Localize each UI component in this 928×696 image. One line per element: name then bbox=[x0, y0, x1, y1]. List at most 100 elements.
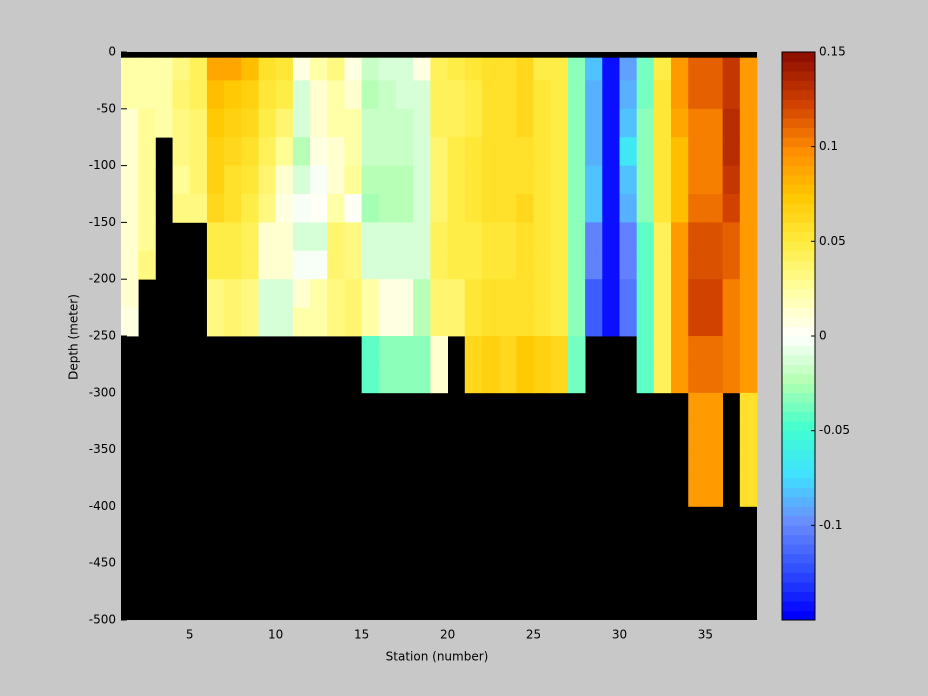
heatmap-cell bbox=[550, 137, 569, 166]
colorbar-swatch bbox=[782, 146, 815, 157]
heatmap-cell bbox=[172, 80, 191, 110]
heatmap-cell bbox=[585, 57, 603, 81]
heatmap-cell bbox=[378, 336, 397, 365]
heatmap-cell bbox=[636, 194, 655, 223]
colorbar-swatch bbox=[782, 336, 815, 346]
heatmap-cell bbox=[206, 108, 225, 138]
heatmap-cell bbox=[739, 250, 758, 280]
heatmap-cell bbox=[121, 80, 139, 110]
heatmap-cell bbox=[292, 137, 311, 166]
heatmap-cell bbox=[533, 336, 552, 365]
heatmap-cell bbox=[310, 137, 328, 166]
heatmap-cell bbox=[292, 108, 311, 138]
colorbar-swatch bbox=[782, 563, 815, 574]
heatmap-cell bbox=[413, 194, 431, 223]
heatmap-cell bbox=[739, 421, 758, 450]
heatmap-cell bbox=[155, 80, 173, 110]
heatmap-cell bbox=[688, 421, 706, 450]
y-tick-label: -400 bbox=[89, 499, 116, 513]
heatmap-cell bbox=[653, 80, 672, 110]
heatmap-cell bbox=[327, 250, 345, 280]
heatmap-cell bbox=[550, 336, 569, 365]
heatmap-cell bbox=[344, 250, 363, 280]
heatmap-cell bbox=[155, 57, 173, 81]
heatmap-cell bbox=[138, 165, 156, 195]
heatmap-cell bbox=[481, 57, 500, 81]
heatmap-cell bbox=[292, 165, 311, 195]
colorbar-swatch bbox=[782, 307, 815, 318]
heatmap-cell bbox=[602, 57, 620, 81]
heatmap-cell bbox=[533, 279, 552, 308]
heatmap-cell bbox=[722, 279, 741, 308]
heatmap-cell bbox=[602, 250, 620, 280]
heatmap-cell bbox=[378, 250, 397, 280]
heatmap-cell bbox=[722, 307, 741, 337]
colorbar-swatch bbox=[782, 411, 815, 422]
heatmap-cell bbox=[224, 307, 242, 337]
heatmap-cell bbox=[533, 250, 552, 280]
heatmap-cell bbox=[121, 279, 139, 308]
heatmap-cell bbox=[224, 194, 242, 223]
heatmap-cell bbox=[361, 336, 380, 365]
heatmap-cell bbox=[310, 165, 328, 195]
heatmap-cell bbox=[602, 194, 620, 223]
heatmap-cell bbox=[430, 336, 448, 365]
heatmap-cell bbox=[671, 108, 689, 138]
heatmap-cell bbox=[206, 307, 225, 337]
heatmap-cell bbox=[344, 222, 363, 252]
heatmap-cell bbox=[275, 279, 294, 308]
heatmap-cell bbox=[550, 165, 569, 195]
heatmap-cell bbox=[413, 222, 431, 252]
heatmap-cell bbox=[567, 336, 586, 365]
colorbar-swatch bbox=[782, 298, 815, 308]
heatmap-cell bbox=[688, 80, 706, 110]
heatmap-cell bbox=[172, 137, 191, 166]
heatmap-cell bbox=[653, 279, 672, 308]
heatmap-cell bbox=[138, 222, 156, 252]
heatmap-cell bbox=[516, 336, 534, 365]
heatmap-cell bbox=[344, 137, 363, 166]
heatmap-cell bbox=[550, 57, 569, 81]
heatmap-cell bbox=[138, 57, 156, 81]
heatmap-cell bbox=[533, 137, 552, 166]
heatmap-cell bbox=[396, 222, 414, 252]
heatmap-cell bbox=[396, 194, 414, 223]
colorbar-swatch bbox=[782, 544, 815, 555]
heatmap-cell bbox=[396, 165, 414, 195]
colorbar-swatch bbox=[782, 468, 815, 479]
heatmap-cell bbox=[636, 137, 655, 166]
heatmap-cell bbox=[172, 57, 191, 81]
colorbar-swatch bbox=[782, 212, 815, 223]
heatmap-cell bbox=[653, 250, 672, 280]
y-tick-label: -300 bbox=[89, 385, 116, 399]
colorbar-swatch bbox=[782, 222, 815, 233]
heatmap-cell bbox=[327, 194, 345, 223]
heatmap-cell bbox=[344, 80, 363, 110]
heatmap-cell bbox=[327, 108, 345, 138]
heatmap-cell bbox=[206, 250, 225, 280]
colorbar-swatch bbox=[782, 175, 815, 185]
heatmap-cell bbox=[499, 108, 517, 138]
heatmap-cell bbox=[378, 80, 397, 110]
heatmap-cell bbox=[258, 250, 277, 280]
heatmap-cell bbox=[688, 165, 706, 195]
heatmap-cell bbox=[499, 279, 517, 308]
colorbar-swatch bbox=[782, 430, 815, 441]
heatmap-cell bbox=[481, 165, 500, 195]
colorbar-swatch bbox=[782, 203, 815, 214]
heatmap-cell bbox=[121, 222, 139, 252]
colorbar-swatch bbox=[782, 440, 815, 450]
heatmap-cell bbox=[567, 165, 586, 195]
colorbar-swatch bbox=[782, 61, 815, 72]
colorbar-tick-label: 0.15 bbox=[819, 45, 846, 59]
heatmap-cell bbox=[310, 222, 328, 252]
heatmap-cell bbox=[653, 165, 672, 195]
heatmap-cell bbox=[258, 57, 277, 81]
heatmap-cell bbox=[241, 307, 259, 337]
colorbar-swatch bbox=[782, 534, 815, 545]
colorbar-swatch bbox=[782, 478, 815, 488]
heatmap-cell bbox=[619, 194, 638, 223]
heatmap-cell bbox=[275, 108, 294, 138]
colorbar-swatch bbox=[782, 89, 815, 100]
colorbar-swatch bbox=[782, 279, 815, 290]
